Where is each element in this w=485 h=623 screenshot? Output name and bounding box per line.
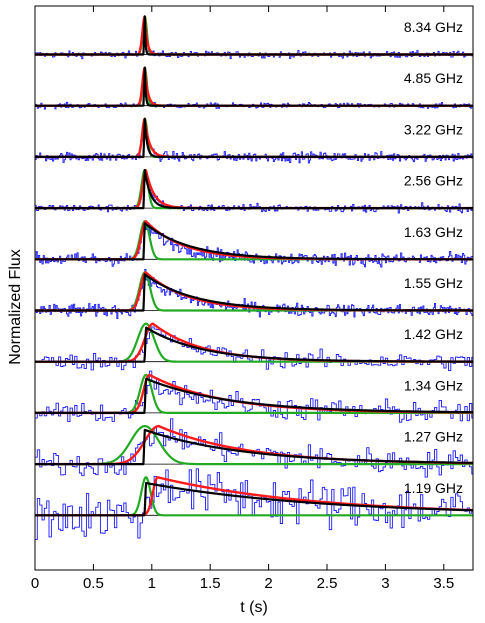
panel-frequency-label: 1.42 GHz [404, 326, 463, 342]
data-trace [35, 370, 473, 423]
panel-frequency-label: 2.56 GHz [404, 173, 463, 189]
x-tick-label: 3.5 [433, 575, 454, 592]
plot-frame [34, 5, 474, 571]
x-tick-label: 1 [148, 575, 156, 592]
panels-group: 8.34 GHz 4.85 GHz 3.22 GHz 2.56 GHz 1.63 GHz… [34, 15, 474, 541]
panel-frequency-label: 1.63 GHz [404, 224, 463, 240]
x-axis-label: t (s) [240, 599, 268, 616]
panel-frequency-label: 1.34 GHz [404, 377, 463, 393]
panel-3: 3.22 GHz [34, 117, 474, 164]
panel-frequency-label: 8.34 GHz [404, 19, 463, 35]
black-model-curve [34, 481, 474, 517]
data-trace [35, 468, 473, 541]
data-trace [35, 176, 474, 214]
x-tick-label: 2.5 [317, 575, 338, 592]
black-model-curve [34, 222, 474, 261]
black-model-curve [34, 66, 474, 107]
panel-5: 1.63 GHz [34, 220, 474, 268]
x-axis: 0 0.5 1 1.5 2 2.5 3 3.5 [31, 6, 454, 592]
panel-frequency-label: 1.19 GHz [404, 480, 463, 496]
x-tick-label: 2 [264, 575, 272, 592]
panel-9: 1.27 GHz [34, 418, 474, 478]
black-model-curve [34, 428, 474, 466]
plot-border [34, 5, 474, 571]
x-tick-label: 0 [31, 575, 39, 592]
data-trace [35, 418, 473, 478]
y-axis-label: Normalized Flux [7, 249, 24, 365]
data-trace [35, 124, 474, 164]
panel-1: 8.34 GHz [34, 15, 474, 60]
black-model-curve [34, 169, 474, 210]
panel-8: 1.34 GHz [34, 370, 474, 423]
x-tick-label: 1.5 [200, 575, 221, 592]
panel-frequency-label: 1.55 GHz [404, 275, 463, 291]
black-model-curve [34, 377, 474, 414]
x-tick-label: 3 [381, 575, 389, 592]
x-tick-label: 0.5 [83, 575, 104, 592]
panel-10: 1.19 GHz [34, 468, 474, 541]
panel-2: 4.85 GHz [34, 66, 474, 110]
black-model-curve [34, 273, 474, 312]
panel-4: 2.56 GHz [34, 169, 474, 214]
black-model-curve [34, 15, 474, 56]
panel-6: 1.55 GHz [34, 269, 474, 319]
panel-frequency-label: 3.22 GHz [404, 121, 463, 137]
black-model-curve [34, 117, 474, 158]
panel-frequency-label: 1.27 GHz [404, 429, 463, 445]
black-model-curve [34, 326, 474, 363]
panel-7: 1.42 GHz [34, 322, 474, 372]
panel-frequency-label: 4.85 GHz [404, 70, 463, 86]
